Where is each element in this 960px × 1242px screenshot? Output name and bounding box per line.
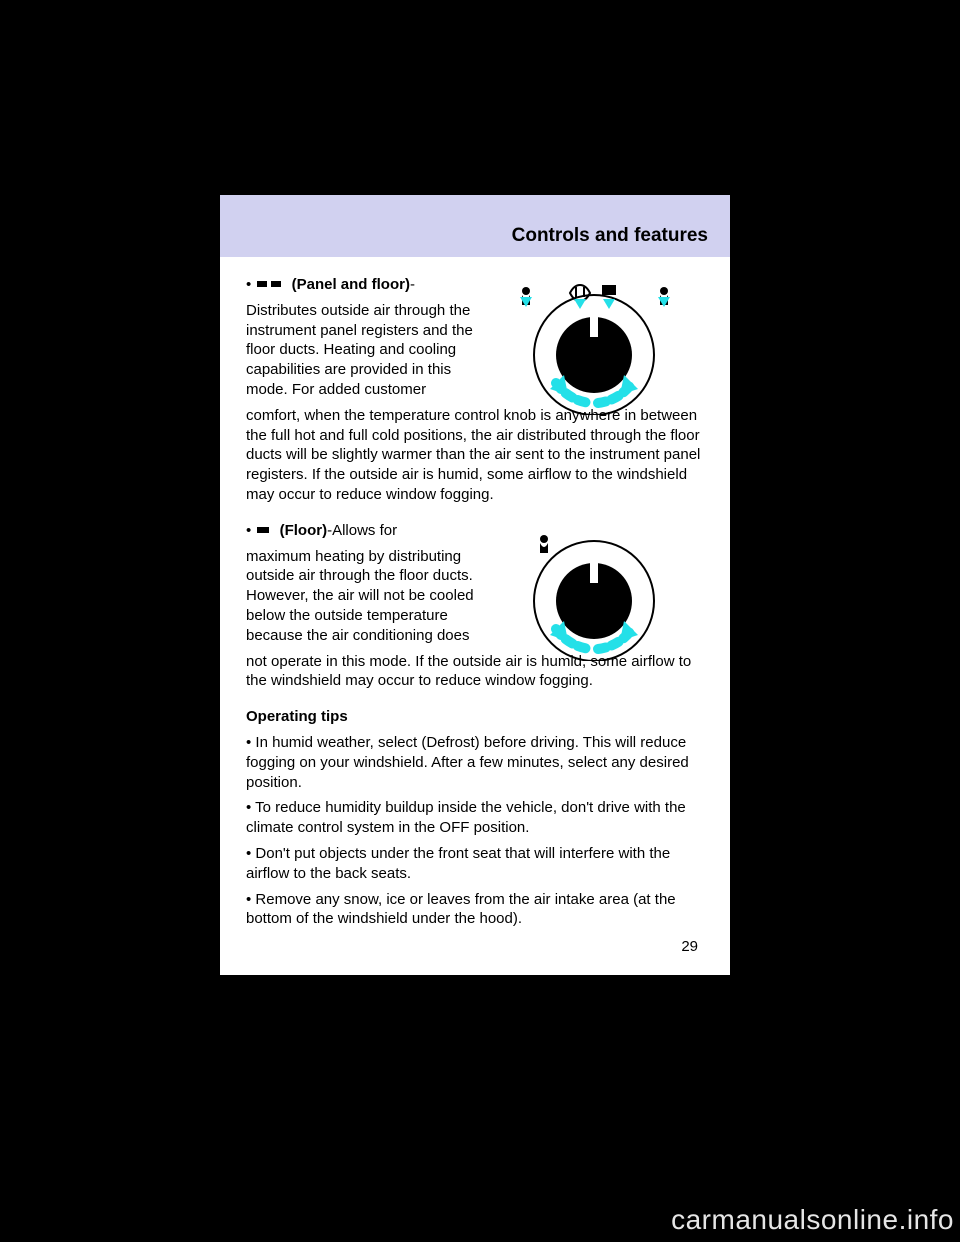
tips-heading-text: Operating tips — [246, 708, 348, 725]
tip-3: • Don't put objects under the front seat… — [246, 844, 704, 884]
svg-text:/: / — [556, 535, 561, 555]
page-title: Controls and features — [512, 225, 708, 247]
mode-name-bold: (Panel and floor) — [287, 276, 410, 293]
bullet-panel-floor-line1: • (Panel and floor)- — [246, 275, 476, 295]
dash: - — [410, 276, 415, 293]
tip-1: • In humid weather, select (Defrost) bef… — [246, 733, 704, 792]
section-operating-tips: Operating tips • In humid weather, selec… — [246, 707, 704, 929]
page-number: 29 — [681, 938, 698, 955]
bullet-floor-line1: • (Floor)-Allows for — [246, 521, 476, 541]
bullet-dot-2: • — [246, 522, 251, 539]
tip-2: • To reduce humidity buildup inside the … — [246, 798, 704, 838]
tip-4: • Remove any snow, ice or leaves from th… — [246, 890, 704, 930]
floor-icon — [255, 524, 275, 536]
panel-floor-rest-text: comfort, when the temperature control kn… — [246, 406, 704, 505]
section-floor: • (Floor)-Allows for maximum heating by … — [246, 521, 704, 691]
svg-text:/: / — [542, 287, 547, 307]
floor-left-text: maximum heating by distributing outside … — [246, 547, 476, 646]
section-panel-and-floor: • (Panel and floor)- Distributes outside… — [246, 275, 704, 505]
operating-tips-heading: Operating tips — [246, 707, 704, 727]
panel-floor-left-text: Distributes outside air through the inst… — [246, 301, 476, 400]
mode-dial-1: / — [484, 275, 704, 415]
panel-floor-icon — [255, 278, 287, 290]
watermark-text: carmanualsonline.info — [671, 1204, 954, 1236]
bullet-dot: • — [246, 276, 251, 293]
mode-name-bold-2: (Floor) — [275, 522, 327, 539]
rest-2: -Allows for — [327, 522, 397, 539]
header-band: Controls and features — [220, 195, 730, 257]
mode-dial-2: / — [484, 521, 704, 661]
manual-page: Controls and features • (Panel and floor… — [220, 195, 730, 975]
page-content: • (Panel and floor)- Distributes outside… — [220, 257, 730, 929]
